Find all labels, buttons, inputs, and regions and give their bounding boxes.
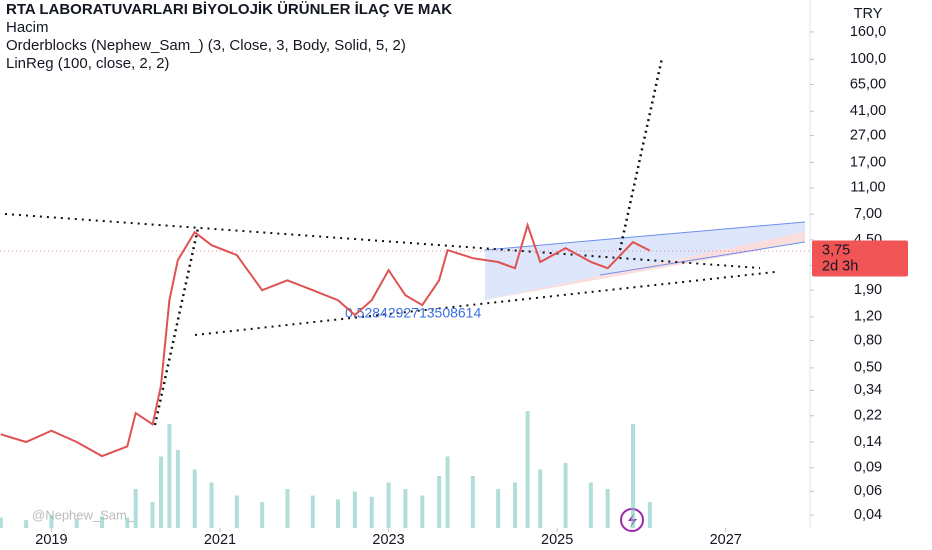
- y-tick-label: 160,0: [850, 24, 886, 40]
- volume-bar: [74, 518, 79, 528]
- volume-bar: [403, 489, 408, 528]
- volume-bar: [150, 502, 155, 528]
- y-tick-label: 27,00: [850, 127, 886, 143]
- volume-bar: [99, 516, 104, 528]
- volume-bar: [563, 463, 568, 528]
- x-tick-label: 2021: [204, 532, 236, 548]
- y-tick-label: 0,14: [854, 434, 882, 450]
- y-tick-label: 7,00: [854, 206, 882, 222]
- y-tick-label: 0,09: [854, 460, 882, 476]
- y-tick-label: 0,80: [854, 332, 882, 348]
- last-price-box: [812, 240, 908, 277]
- x-tick-label: 2019: [35, 532, 67, 548]
- last-price-label: 3,75: [822, 242, 850, 258]
- volume-bar: [512, 482, 517, 528]
- y-tick-label: 17,00: [850, 154, 886, 170]
- y-tick-label: 0,22: [854, 408, 882, 424]
- x-tick-label: 2023: [372, 532, 404, 548]
- volume-bar: [386, 482, 391, 528]
- volume-bar: [647, 502, 652, 528]
- volume-bar: [538, 469, 543, 528]
- y-tick-label: 0,50: [854, 360, 882, 376]
- regression-top: [484, 221, 806, 251]
- volume-bar: [525, 411, 530, 528]
- price-line: [0, 221, 651, 458]
- y-tick-label: 0,06: [854, 483, 882, 499]
- volume-bar: [445, 456, 450, 528]
- volume-bar: [24, 520, 29, 528]
- volume-bar: [158, 456, 163, 528]
- y-tick-label: 1,20: [854, 309, 882, 325]
- volume-bar: [630, 424, 635, 528]
- volume-bar: [437, 476, 442, 528]
- volume-bar: [369, 496, 374, 528]
- annotation: 0.5284292713508614: [345, 305, 481, 321]
- trend-line: [4, 213, 761, 269]
- volume-bar: [234, 495, 239, 528]
- volume-bar: [209, 482, 214, 528]
- volume-bar: [588, 482, 593, 528]
- volume-bar: [167, 424, 172, 528]
- y-tick-label: 0,04: [854, 507, 882, 523]
- volume-bar: [49, 515, 54, 528]
- legend-indicator: Orderblocks (Nephew_Sam_) (3, Close, 3, …: [6, 37, 406, 54]
- volume-bar: [133, 489, 138, 528]
- regression-lower: [485, 232, 805, 300]
- legend-volume: Hacim: [6, 19, 49, 36]
- regression-bottom: [599, 241, 806, 276]
- y-tick-label: 41,00: [850, 103, 886, 119]
- x-tick-label: 2027: [710, 532, 742, 548]
- y-tick-label: 65,00: [850, 76, 886, 92]
- volume-bar: [125, 517, 130, 528]
- volume-bar: [0, 517, 3, 528]
- volume-bar: [352, 491, 357, 528]
- volume-bar: [605, 489, 610, 528]
- currency-label: TRY: [854, 6, 883, 22]
- trend-line: [153, 227, 200, 426]
- chart-title: RTA LABORATUVARLARI BİYOLOJİK ÜRÜNLER İL…: [6, 1, 452, 18]
- legend-indicator: LinReg (100, close, 2, 2): [6, 55, 169, 72]
- volume-bar: [192, 469, 197, 528]
- watermark: @Nephew_Sam_: [32, 507, 135, 522]
- volume-bar: [470, 476, 475, 528]
- volume-bar: [335, 499, 340, 528]
- drawings: [0, 57, 810, 426]
- x-tick-label: 2025: [541, 532, 573, 548]
- volume-bar: [496, 489, 501, 528]
- volume-bar: [285, 489, 290, 528]
- y-tick-label: 0,34: [854, 382, 882, 398]
- y-tick-label: 11,00: [850, 180, 885, 196]
- volume-bar: [420, 495, 425, 528]
- countdown-label: 2d 3h: [822, 258, 858, 274]
- trend-line: [618, 57, 664, 251]
- y-tick-label: 100,0: [850, 51, 886, 67]
- volume-bar: [175, 450, 180, 528]
- y-tick-label: 1,90: [854, 282, 882, 298]
- regression-upper: [485, 222, 805, 300]
- volume-bar: [260, 502, 265, 528]
- volume-bar: [310, 495, 315, 528]
